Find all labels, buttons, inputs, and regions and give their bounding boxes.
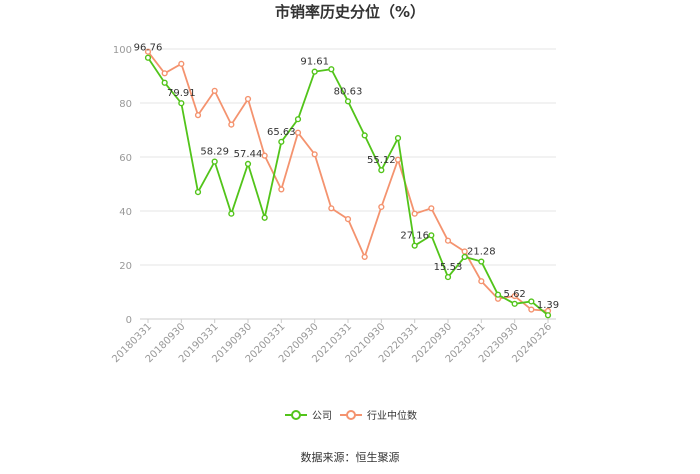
y-tick-label: 80 — [119, 99, 132, 110]
data-point — [144, 48, 152, 55]
data-point — [511, 300, 518, 307]
legend-marker — [291, 410, 301, 420]
data-point — [311, 68, 318, 75]
data-label: 5.62 — [504, 289, 526, 300]
legend[interactable]: 公司 行业中位数 — [285, 409, 417, 422]
data-point — [528, 306, 535, 313]
data-point — [361, 253, 368, 261]
data-point — [361, 132, 368, 139]
data-point — [544, 312, 552, 319]
x-axis: 2018033120180930201903312019093020200331… — [110, 319, 554, 365]
data-point — [478, 258, 485, 265]
legend-label: 行业中位数 — [367, 409, 417, 422]
data-point — [211, 158, 218, 165]
series-lines — [144, 48, 552, 319]
legend-marker — [346, 410, 356, 420]
data-point — [178, 100, 185, 107]
data-point — [261, 152, 268, 159]
data-point — [494, 291, 502, 298]
data-point — [278, 138, 285, 145]
data-label: 21.28 — [467, 247, 496, 258]
data-point — [528, 298, 535, 305]
data-point — [344, 216, 352, 223]
data-point — [228, 121, 235, 128]
data-point — [461, 253, 468, 261]
data-point — [378, 203, 385, 211]
data-point — [244, 160, 252, 168]
data-point — [211, 87, 218, 94]
data-label: 80.63 — [334, 86, 363, 97]
source-note: 数据来源：恒生聚源 — [301, 450, 400, 464]
y-axis: 0 20 40 60 80 100 — [113, 45, 132, 326]
data-point — [228, 210, 235, 217]
data-label: 79.91 — [167, 88, 196, 99]
data-label: 57.44 — [234, 149, 263, 160]
data-point — [278, 186, 285, 193]
data-point — [428, 205, 435, 212]
data-point — [411, 210, 418, 217]
data-label: 91.61 — [300, 57, 329, 68]
data-label: 58.29 — [200, 147, 229, 158]
data-point — [394, 156, 402, 163]
data-point — [178, 60, 185, 67]
chart-title: 市销率历史分位（%） — [275, 3, 425, 21]
y-tick-label: 0 — [126, 315, 132, 326]
y-tick-label: 100 — [113, 45, 132, 56]
data-point — [244, 95, 252, 103]
data-point — [428, 232, 435, 239]
y-tick-label: 40 — [119, 207, 132, 218]
y-tick-label: 60 — [119, 153, 132, 164]
data-point — [344, 98, 352, 105]
data-label: 15.53 — [434, 262, 463, 273]
data-point — [194, 189, 202, 196]
y-tick-label: 20 — [119, 261, 132, 272]
data-point — [328, 205, 335, 212]
data-labels: 96.76 79.91 58.29 57.44 65.63 91.61 80.63 55.12… — [134, 43, 559, 311]
data-point — [511, 292, 518, 300]
data-label: 1.39 — [537, 300, 559, 311]
data-point — [444, 237, 452, 244]
data-point — [378, 167, 385, 174]
data-label: 65.63 — [267, 127, 296, 138]
data-point — [411, 242, 418, 249]
data-point — [328, 66, 335, 73]
data-label: 27.16 — [400, 231, 429, 242]
data-point — [294, 129, 302, 136]
data-point — [144, 54, 152, 61]
data-point — [261, 214, 268, 221]
data-point — [311, 151, 318, 158]
data-point — [478, 278, 485, 285]
data-point — [194, 112, 202, 119]
data-point — [294, 116, 302, 123]
data-label: 96.76 — [134, 43, 163, 54]
data-point — [161, 70, 168, 77]
data-point — [394, 135, 402, 142]
data-label: 55.12 — [367, 155, 396, 166]
legend-label: 公司 — [312, 411, 332, 422]
data-point — [444, 273, 452, 281]
data-point — [161, 79, 168, 86]
